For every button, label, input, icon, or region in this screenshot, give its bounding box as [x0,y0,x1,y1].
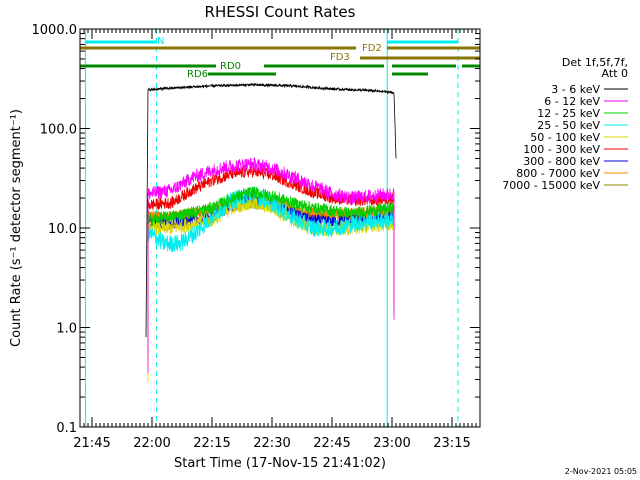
chart-title: RHESSI Count Rates [205,3,356,21]
series-line-25-50kev [147,186,395,350]
legend-label: 3 - 6 keV [551,83,600,96]
x-axis-label: Start Time (17-Nov-15 21:41:02) [174,456,386,471]
y-axis-label: Count Rate (s⁻¹ detector segment⁻¹) [9,109,24,347]
legend-label: 25 - 50 keV [537,119,600,132]
status-label-fd3: FD3 [330,52,350,63]
y-tick-label: 10.0 [48,222,77,237]
plot-area: N FD2 FD3 RD0 RD6 [80,29,480,427]
axes: 1000.0 100.0 10.0 1.0 0.121:45 22:00 22:15 22:3… [32,23,481,451]
status-label-fd2: FD2 [362,43,382,54]
y-tick-label: 100.0 [40,123,77,138]
series-line-12-25kev [147,186,395,358]
legend-label: 6 - 12 keV [544,95,600,108]
legend-label: 12 - 25 keV [537,107,600,120]
x-tick-label: 22:30 [253,436,290,451]
status-label-rd0: RD0 [220,61,241,72]
y-tick-label: 1.0 [56,322,77,337]
timestamp: 2-Nov-2021 05:05 [565,467,637,476]
x-tick-label: 22:45 [313,436,350,451]
legend-title-line-1: Det 1f,5f,7f, [562,56,628,69]
legend-label: 300 - 800 keV [523,155,600,168]
x-tick-label: 23:00 [373,436,410,451]
x-tick-label: 22:15 [193,436,230,451]
x-tick-label: 22:00 [133,436,170,451]
x-tick-label: 23:15 [433,436,470,451]
legend-label: 50 - 100 keV [530,131,600,144]
y-tick-label: 0.1 [56,421,77,436]
legend-title-line-2: Att 0 [602,67,628,80]
series-line-3-6kev [145,82,397,338]
legend-label: 7000 - 15000 keV [502,179,600,192]
series-line-6-12kev [147,157,395,373]
legend-label: 800 - 7000 keV [516,167,600,180]
legend-label: 100 - 300 keV [523,143,600,156]
status-label-n: N [157,36,164,47]
x-tick-label: 21:45 [73,436,110,451]
y-tick-label: 1000.0 [32,23,78,38]
status-label-rd6: RD6 [187,69,208,80]
